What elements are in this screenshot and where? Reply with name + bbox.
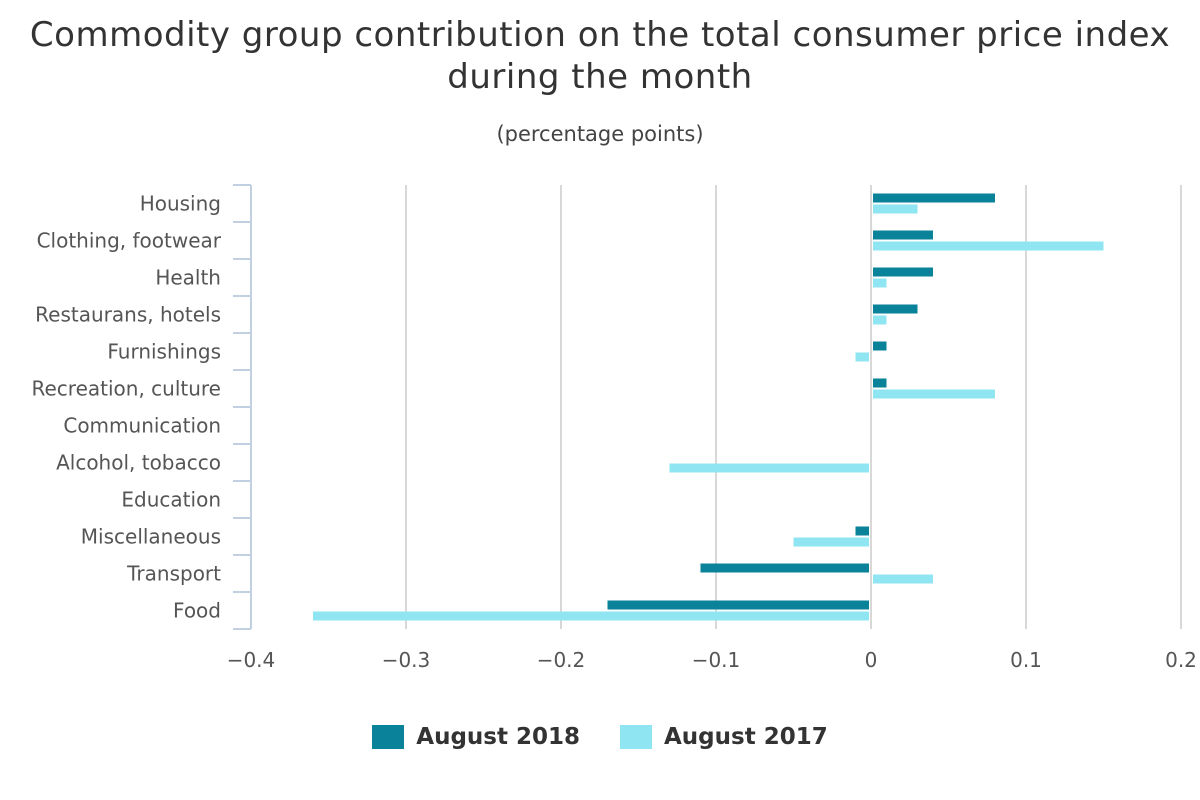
bar-series-2[interactable] — [873, 315, 887, 325]
x-tick-label: 0.1 — [1010, 648, 1042, 672]
bar-series-2[interactable] — [873, 204, 918, 214]
legend-swatch-series-2 — [620, 725, 652, 749]
legend-label-series-1: August 2018 — [416, 724, 580, 750]
bar-series-1[interactable] — [873, 267, 933, 277]
value-axis: −0.4 −0.3 −0.2 −0.1 0 0.1 0.2 — [227, 648, 1197, 672]
chart-subtitle: (percentage points) — [496, 122, 704, 146]
category-label: Miscellaneous — [81, 525, 221, 549]
bar-series-1[interactable] — [873, 304, 918, 314]
category-label: Recreation, culture — [31, 377, 221, 401]
category-label: Restaurans, hotels — [35, 303, 221, 327]
legend-swatch-series-1 — [372, 725, 405, 749]
grid-lines — [405, 185, 1182, 629]
bar-series-1[interactable] — [873, 230, 933, 240]
category-label: Food — [173, 599, 221, 623]
bar-series-1[interactable] — [700, 563, 870, 573]
bar-series-2[interactable] — [793, 537, 870, 547]
x-tick-label: −0.3 — [382, 648, 431, 672]
bar-series-2[interactable] — [855, 352, 870, 362]
x-tick-label: 0 — [865, 648, 878, 672]
category-label: Education — [121, 488, 221, 512]
category-label: Communication — [63, 414, 221, 438]
category-label: Clothing, footwear — [37, 229, 222, 253]
x-tick-label: −0.1 — [692, 648, 741, 672]
category-label: Furnishings — [107, 340, 221, 364]
x-tick-label: 0.2 — [1165, 648, 1197, 672]
bar-series-1[interactable] — [855, 526, 870, 536]
bar-series-1[interactable] — [873, 341, 887, 351]
bar-series-1[interactable] — [873, 193, 995, 203]
category-label: Housing — [140, 192, 221, 216]
legend-item-series-1[interactable]: August 2018 — [372, 724, 580, 750]
category-label: Transport — [126, 562, 221, 586]
category-label: Health — [155, 266, 221, 290]
bar-series-2[interactable] — [313, 611, 869, 621]
bar-series-2[interactable] — [873, 241, 1104, 251]
bar-series-2[interactable] — [873, 574, 933, 584]
bar-series-2[interactable] — [873, 278, 887, 288]
x-tick-label: −0.4 — [227, 648, 276, 672]
legend-item-series-2[interactable]: August 2017 — [620, 724, 828, 750]
bar-series-1[interactable] — [873, 378, 887, 388]
x-tick-label: −0.2 — [537, 648, 586, 672]
category-axis: Housing Clothing, footwear Health Restauran… — [31, 184, 252, 630]
bar-series-2[interactable] — [873, 389, 995, 399]
chart-title: Commodity group contribution on the tota… — [29, 15, 1171, 97]
bar-series-1[interactable] — [607, 600, 870, 610]
legend: August 2018 August 2017 — [0, 724, 1200, 750]
legend-label-series-2: August 2017 — [664, 724, 828, 750]
category-label: Alcohol, tobacco — [56, 451, 221, 475]
bars — [313, 193, 1104, 621]
bar-series-2[interactable] — [669, 463, 870, 473]
